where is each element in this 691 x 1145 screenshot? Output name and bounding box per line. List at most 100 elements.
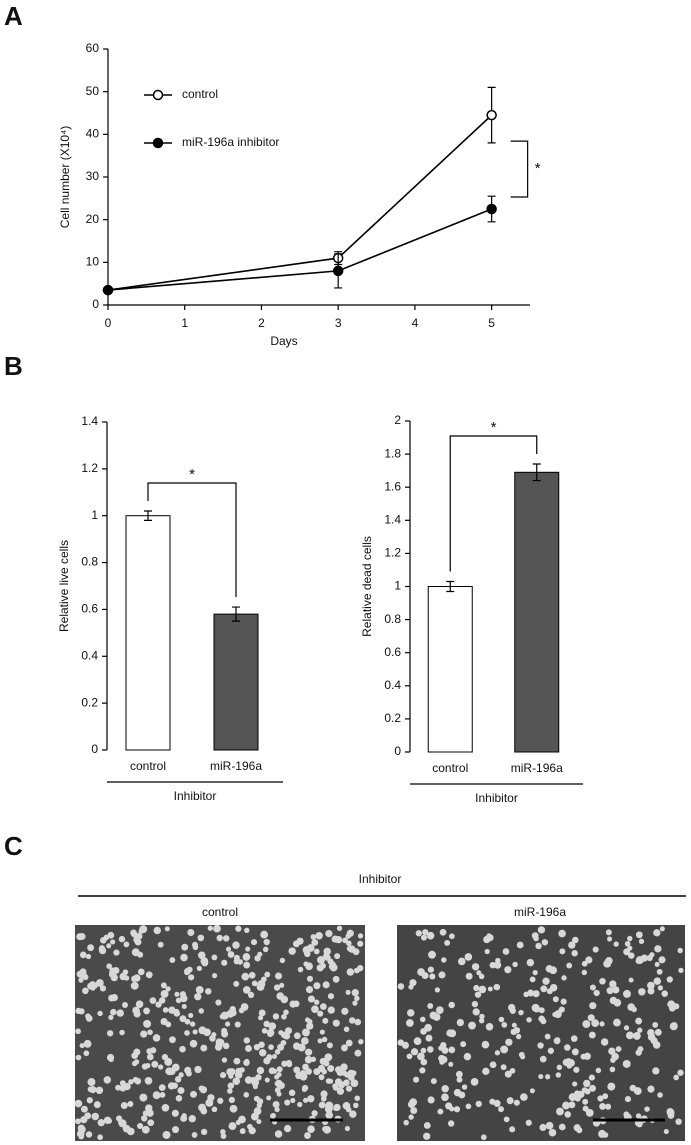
cell [158, 997, 166, 1004]
cell [189, 1021, 196, 1027]
cell [305, 962, 313, 971]
cell [484, 948, 490, 955]
cell [541, 939, 549, 946]
cell [352, 948, 360, 956]
cell [229, 1104, 238, 1113]
cell [302, 1097, 309, 1103]
cell [227, 1088, 233, 1094]
cell [188, 1012, 194, 1019]
cell [448, 1001, 455, 1009]
cell [347, 1069, 355, 1078]
cell [307, 1095, 315, 1103]
cell [638, 988, 646, 996]
cell [591, 1019, 600, 1027]
y-tick-label: 60 [86, 41, 100, 55]
x-tick-label: 5 [488, 316, 495, 330]
cell [482, 1067, 490, 1075]
cell [511, 1022, 517, 1028]
cell [480, 1134, 487, 1141]
cell [141, 1115, 148, 1122]
cell [357, 965, 364, 972]
cell [624, 940, 631, 947]
cell [335, 1066, 343, 1074]
cell [244, 927, 250, 934]
cell [494, 1050, 501, 1056]
cell [239, 1067, 245, 1073]
cell [160, 989, 169, 998]
cell [258, 1009, 266, 1017]
y-tick-label: 20 [86, 212, 100, 226]
cell [84, 1112, 92, 1120]
cell [288, 947, 296, 955]
cell [606, 987, 614, 995]
cell [175, 1095, 183, 1102]
cell [97, 1119, 105, 1127]
cell [313, 948, 320, 955]
cell [622, 989, 631, 998]
cell [97, 1010, 103, 1017]
cell [242, 953, 251, 961]
cell [196, 965, 203, 972]
cell [103, 1116, 112, 1124]
cell [85, 1015, 93, 1022]
cell [585, 1108, 594, 1117]
cell [318, 1101, 326, 1109]
cell [487, 986, 493, 992]
cell [456, 1018, 465, 1027]
cell [262, 946, 269, 953]
cell [539, 1055, 547, 1063]
cell [350, 1079, 359, 1088]
cell [441, 1084, 449, 1093]
cell [677, 947, 683, 954]
cell [583, 1052, 591, 1060]
cell [248, 1127, 256, 1135]
cell [279, 957, 286, 964]
cell [635, 1017, 643, 1025]
cell [498, 1016, 505, 1023]
cell [119, 1085, 127, 1092]
cell [198, 1008, 205, 1014]
cell [306, 1022, 314, 1030]
cell [209, 1035, 216, 1042]
cell [341, 1070, 348, 1076]
cell [637, 1046, 644, 1053]
cell [581, 969, 588, 976]
cell [555, 1072, 562, 1078]
cell [440, 1042, 447, 1049]
cell [174, 1076, 182, 1083]
cell [602, 1132, 609, 1138]
cell [602, 1093, 609, 1100]
cell [584, 1088, 591, 1095]
cell [304, 1048, 313, 1056]
cell [326, 1042, 333, 1049]
cell [205, 1098, 214, 1107]
cell [82, 974, 89, 981]
cell [420, 1047, 427, 1054]
cell [274, 972, 283, 980]
cell [257, 951, 263, 957]
cell [122, 1001, 128, 1008]
cell [305, 985, 314, 994]
cell [448, 1061, 454, 1067]
cell [268, 1022, 277, 1031]
cell [221, 959, 228, 966]
cell [533, 1005, 541, 1013]
cell [585, 956, 593, 964]
cell [516, 941, 524, 949]
cell [512, 961, 518, 968]
panel-label: C [4, 831, 23, 861]
cell [635, 931, 643, 939]
cell [502, 948, 510, 955]
cell [549, 966, 558, 975]
y-tick-label: 0.8 [384, 612, 401, 626]
cell [99, 985, 107, 992]
cell [157, 941, 164, 948]
cell [532, 990, 540, 998]
cell [559, 948, 566, 955]
cell [332, 975, 340, 983]
cell [213, 924, 221, 933]
cell [654, 961, 660, 968]
cell [342, 1101, 351, 1110]
cell [624, 1096, 632, 1103]
cell [666, 976, 673, 983]
